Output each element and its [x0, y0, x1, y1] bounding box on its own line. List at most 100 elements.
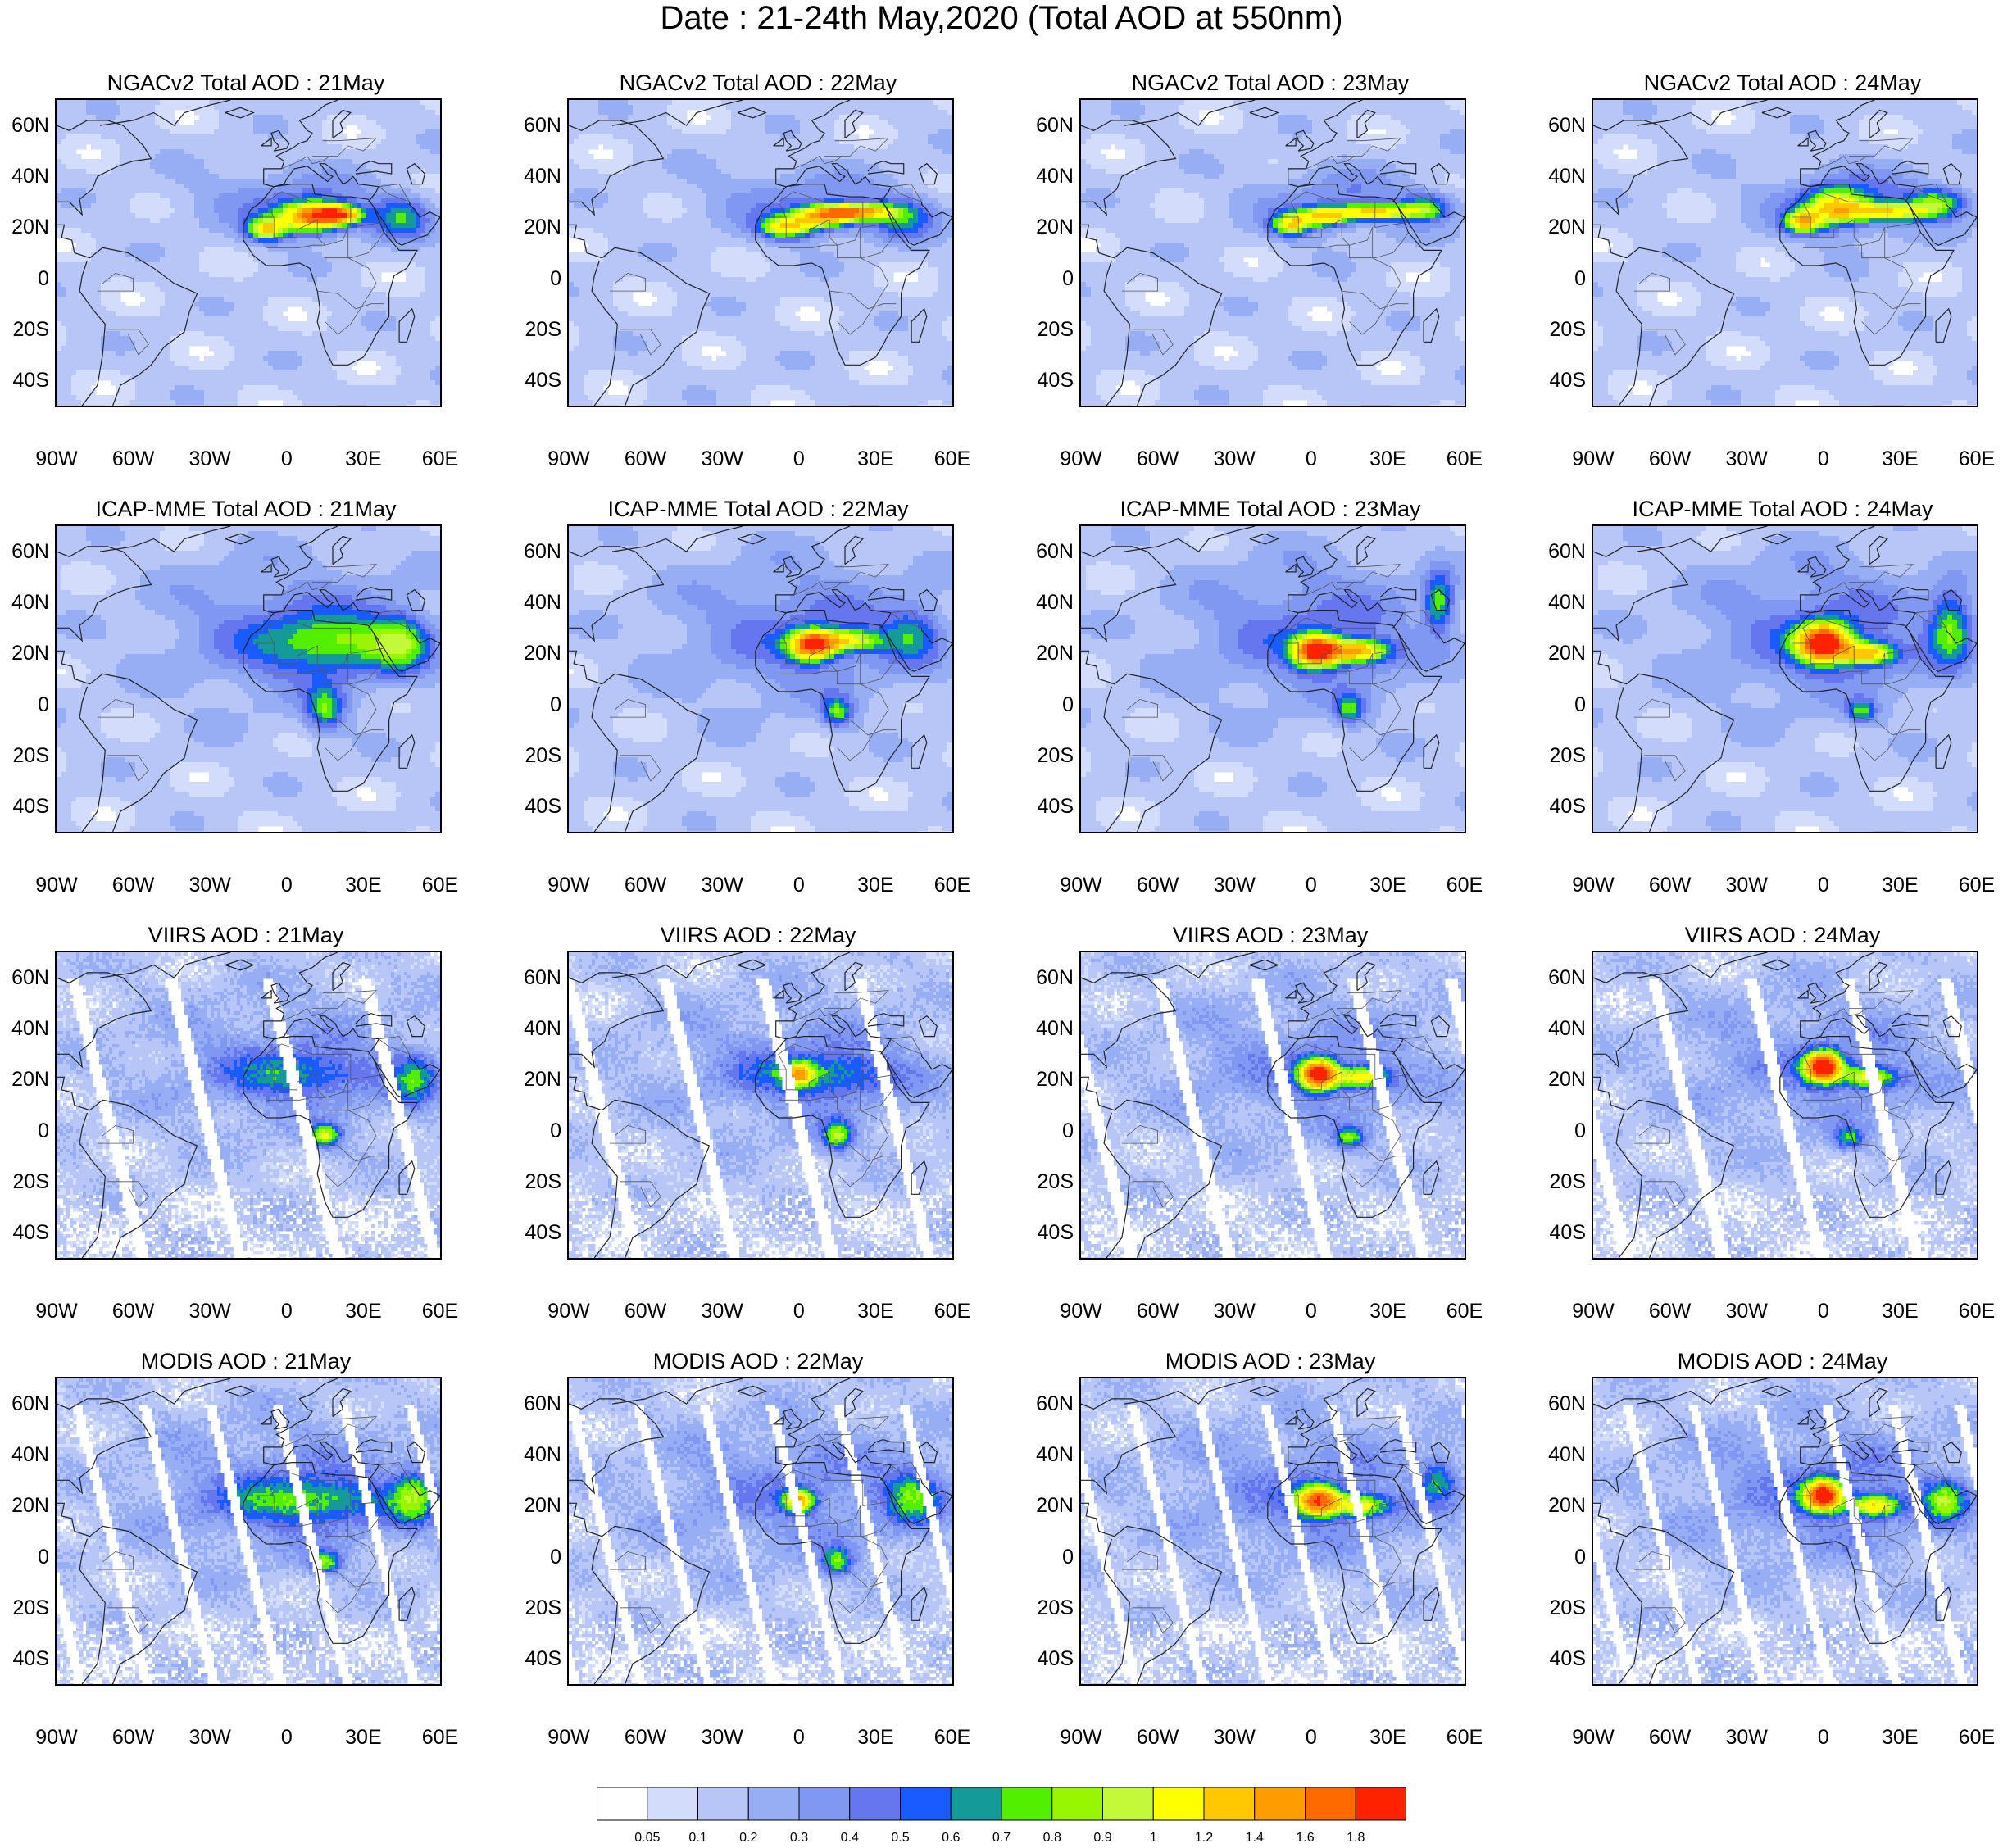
lat-tick-label: 40S: [1537, 1648, 1586, 1669]
lon-tick-label: 60W: [1125, 874, 1191, 896]
lon-tick-label: 30W: [1201, 1301, 1267, 1322]
aod-map: [567, 98, 954, 407]
lon-tick-label: 30E: [330, 1727, 396, 1748]
lat-tick-label: 0: [0, 694, 49, 715]
lat-tick-label: 20N: [1537, 642, 1586, 664]
lon-tick-label: 60E: [920, 1301, 985, 1322]
lon-tick-label: 90W: [1048, 1301, 1114, 1322]
lat-tick-label: 20S: [512, 745, 561, 766]
lat-tick-label: 40N: [1537, 1018, 1586, 1039]
panel-title: NGACv2 Total AOD : 21May: [0, 70, 492, 96]
lat-tick-label: 40N: [0, 592, 49, 613]
lon-tick-label: 30E: [330, 1301, 396, 1322]
lat-tick-label: 60N: [0, 115, 49, 136]
colorbar: [597, 1787, 1406, 1821]
lon-tick-label: 60W: [613, 1301, 679, 1322]
lon-tick-label: 30E: [330, 874, 396, 896]
lon-tick-label: 0: [766, 874, 832, 896]
colorbar-label: 0.4: [825, 1830, 874, 1846]
lon-tick-label: 60E: [1944, 1727, 2003, 1748]
colorbar-label: 0.05: [623, 1830, 672, 1846]
lon-tick-label: 0: [254, 1301, 320, 1322]
lon-tick-label: 30E: [330, 448, 396, 470]
colorbar-swatch: [597, 1787, 647, 1820]
lon-tick-label: 30E: [1867, 448, 1933, 470]
lon-tick-label: 60E: [920, 1727, 985, 1748]
lat-tick-label: 40N: [512, 1444, 561, 1465]
lon-tick-label: 60W: [101, 874, 166, 896]
lon-tick-label: 60E: [407, 874, 473, 896]
lat-tick-label: 20S: [1537, 1171, 1586, 1192]
lat-tick-label: 40S: [1537, 796, 1586, 817]
lon-tick-label: 90W: [1560, 874, 1626, 896]
lat-tick-label: 40N: [1024, 1018, 1074, 1039]
lat-tick-label: 0: [0, 1546, 49, 1568]
lon-tick-label: 90W: [1560, 448, 1626, 470]
lat-tick-label: 40N: [512, 166, 561, 187]
colorbar-swatch: [1255, 1787, 1306, 1820]
lon-tick-label: 90W: [24, 1301, 89, 1322]
lon-tick-label: 60W: [1637, 1301, 1703, 1322]
lat-tick-label: 40S: [0, 1648, 49, 1669]
map-panel: NGACv2 Total AOD : 22May 60N 40N 20N 0 20S 40S…: [512, 70, 1004, 496]
lon-tick-label: 90W: [1048, 874, 1114, 896]
lon-tick-label: 0: [766, 448, 832, 470]
panel-title: VIIRS AOD : 23May: [1024, 922, 1516, 948]
colorbar-swatch: [1153, 1787, 1204, 1820]
lat-tick-label: 0: [1537, 1546, 1586, 1568]
colorbar-label: 1: [1129, 1830, 1178, 1846]
map-panel: MODIS AOD : 23May 60N 40N 20N 0 20S 40S 90W 60W 3…: [1024, 1348, 1516, 1774]
lat-tick-label: 60N: [1537, 967, 1586, 988]
lon-tick-label: 60E: [1432, 1301, 1497, 1322]
lon-tick-label: 30E: [1867, 874, 1933, 896]
lat-tick-label: 20N: [1024, 1069, 1074, 1090]
lat-tick-label: 20S: [1537, 319, 1586, 340]
lat-tick-label: 40S: [1024, 1222, 1074, 1243]
panel-title: VIIRS AOD : 24May: [1537, 922, 2003, 948]
lat-tick-label: 20S: [1024, 745, 1074, 766]
lon-tick-label: 30E: [1867, 1727, 1933, 1748]
lat-tick-label: 0: [1537, 1120, 1586, 1142]
lon-tick-label: 60W: [613, 448, 679, 470]
lat-tick-label: 40S: [0, 796, 49, 817]
lon-tick-label: 0: [1791, 448, 1856, 470]
colorbar-label: 0.2: [724, 1830, 773, 1846]
lon-tick-label: 60E: [1432, 1727, 1497, 1748]
lat-tick-label: 20N: [0, 1069, 49, 1090]
lat-tick-label: 40S: [1537, 1222, 1586, 1243]
aod-map: [567, 1377, 954, 1686]
aod-map: [1592, 951, 1978, 1260]
map-panel: NGACv2 Total AOD : 24May 60N 40N 20N 0 20S 40S…: [1537, 70, 2003, 496]
lat-tick-label: 40S: [512, 370, 561, 391]
lon-tick-label: 60W: [1125, 1727, 1191, 1748]
colorbar-label: 0.7: [977, 1830, 1026, 1846]
lat-tick-label: 20S: [512, 1597, 561, 1619]
aod-map: [1079, 524, 1466, 833]
lon-tick-label: 60W: [613, 1727, 679, 1748]
panel-title: ICAP-MME Total AOD : 23May: [1024, 496, 1516, 522]
lat-tick-label: 60N: [1537, 115, 1586, 136]
lon-tick-label: 30W: [1714, 448, 1779, 470]
lat-tick-label: 0: [512, 1546, 561, 1568]
lon-tick-label: 30E: [843, 1727, 908, 1748]
panel-title: NGACv2 Total AOD : 22May: [512, 70, 1004, 96]
lon-tick-label: 0: [766, 1727, 832, 1748]
aod-map: [1592, 98, 1978, 407]
lon-tick-label: 90W: [1048, 448, 1114, 470]
lon-tick-label: 90W: [1560, 1301, 1626, 1322]
aod-map: [55, 951, 442, 1260]
aod-map: [55, 98, 442, 407]
map-panel: ICAP-MME Total AOD : 23May 60N 40N 20N 0 20S 4…: [1024, 496, 1516, 922]
map-panel: MODIS AOD : 24May 60N 40N 20N 0 20S 40S 90W 60W 3…: [1537, 1348, 2003, 1774]
colorbar-label: 1.8: [1331, 1830, 1380, 1846]
lon-tick-label: 60E: [1944, 874, 2003, 896]
lon-tick-label: 60E: [920, 448, 985, 470]
lon-tick-label: 30W: [689, 1727, 755, 1748]
lat-tick-label: 60N: [0, 541, 49, 562]
aod-map: [1079, 98, 1466, 407]
lon-tick-label: 30W: [1201, 448, 1267, 470]
lon-tick-label: 60W: [1125, 1301, 1191, 1322]
lat-tick-label: 20S: [0, 745, 49, 766]
colorbar-swatch: [647, 1787, 698, 1820]
lat-tick-label: 20S: [0, 1597, 49, 1619]
